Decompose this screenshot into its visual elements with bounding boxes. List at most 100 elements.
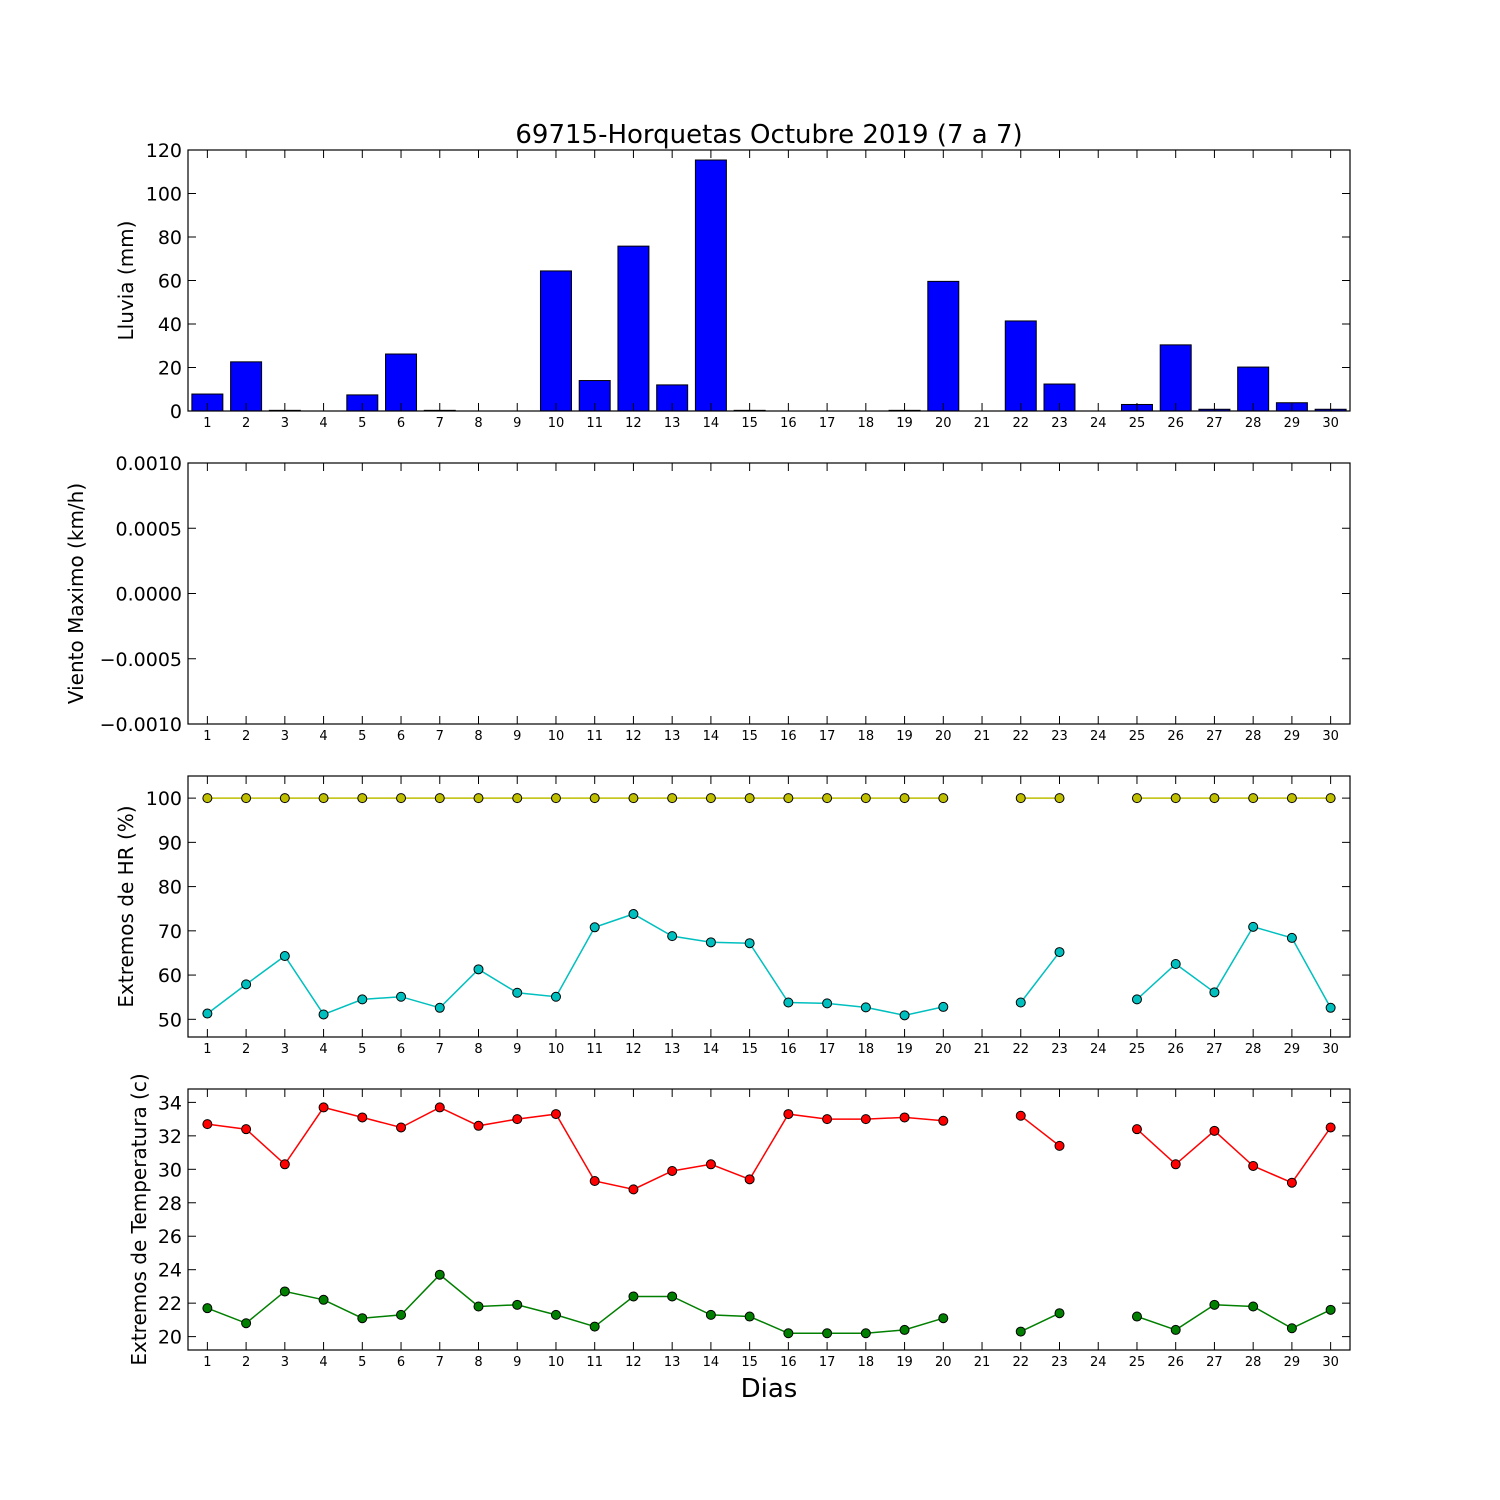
series-0-point: [202, 1119, 213, 1130]
x-tick-label: 16: [780, 1355, 797, 1370]
y-tick-label: 0.0005: [116, 518, 182, 540]
series-1-point: [1248, 1301, 1259, 1312]
series-1-point: [705, 937, 716, 948]
x-tick-label: 17: [819, 1042, 836, 1057]
bar: [385, 353, 418, 412]
series-1-point: [628, 1291, 639, 1302]
x-tick-label: 7: [436, 1355, 444, 1370]
x-tick-label: 1: [203, 729, 211, 744]
x-tick-label: 5: [358, 729, 366, 744]
series-0-point: [705, 793, 716, 804]
series-1-line: [207, 1273, 1331, 1335]
x-tick-label: 13: [664, 1355, 681, 1370]
x-tick-label: 3: [281, 729, 289, 744]
x-tick-label: 29: [1284, 1355, 1301, 1370]
x-tick-label: 11: [586, 1355, 603, 1370]
x-tick-label: 30: [1322, 416, 1339, 431]
x-tick-label: 5: [358, 1355, 366, 1370]
series-0-point: [899, 793, 910, 804]
x-tick-label: 3: [281, 1042, 289, 1057]
x-tick-label: 6: [397, 1355, 405, 1370]
axes-frame: [187, 462, 1351, 725]
series-0-point: [550, 1109, 561, 1120]
series-0-point: [318, 1102, 329, 1113]
x-tick-label: 21: [974, 729, 991, 744]
series-0-point: [783, 793, 794, 804]
x-tick-label: 2: [242, 729, 250, 744]
series-0-point: [822, 793, 833, 804]
x-tick-label: 18: [858, 1042, 875, 1057]
series-1-point: [860, 1328, 871, 1339]
x-tick-label: 22: [1012, 1355, 1029, 1370]
x-tick-label: 3: [281, 416, 289, 431]
series-0-point: [860, 1114, 871, 1125]
series-1-point: [396, 991, 407, 1002]
series-1-point: [1015, 1326, 1026, 1337]
series-1-point: [1248, 921, 1259, 932]
x-tick-label: 23: [1051, 1042, 1068, 1057]
series-1-point: [512, 1299, 523, 1310]
series-1-point: [899, 1324, 910, 1335]
series-1-point: [822, 998, 833, 1009]
x-tick-label: 28: [1245, 1355, 1262, 1370]
x-tick-label: 7: [436, 729, 444, 744]
x-tick-label: 17: [819, 729, 836, 744]
x-tick-label: 19: [896, 1042, 913, 1057]
x-tick-label: 1: [203, 1042, 211, 1057]
series-0-point: [1248, 1160, 1259, 1171]
x-tick-label: 20: [935, 1042, 952, 1057]
series-0-point: [860, 793, 871, 804]
axes-frame: [187, 1088, 1351, 1351]
x-tick-label: 6: [397, 416, 405, 431]
x-tick-label: 27: [1206, 1355, 1223, 1370]
series-0-point: [667, 793, 678, 804]
x-tick-label: 19: [896, 1355, 913, 1370]
x-tick-label: 23: [1051, 416, 1068, 431]
series-1-point: [550, 991, 561, 1002]
x-tick-label: 4: [319, 416, 327, 431]
series-0-point: [899, 1112, 910, 1123]
series-0-point: [357, 793, 368, 804]
y-tick-label: 22: [158, 1293, 182, 1315]
x-tick-label: 29: [1284, 1042, 1301, 1057]
y-tick-label: 80: [158, 227, 182, 249]
series-1-point: [434, 1269, 445, 1280]
x-tick-label: 22: [1012, 729, 1029, 744]
series-0-point: [628, 1184, 639, 1195]
x-tick-label: 15: [741, 416, 758, 431]
x-tick-label: 10: [548, 729, 565, 744]
x-tick-label: 21: [974, 1042, 991, 1057]
x-tick-label: 12: [625, 416, 642, 431]
x-tick-label: 18: [858, 1355, 875, 1370]
series-1-point: [938, 1001, 949, 1012]
series-0-point: [202, 793, 213, 804]
x-tick-label: 16: [780, 729, 797, 744]
y-tick-label: 120: [146, 140, 182, 162]
series-1-point: [279, 1286, 290, 1297]
x-tick-label: 17: [819, 416, 836, 431]
y-tick-label: 20: [158, 358, 182, 380]
y-tick-label: 90: [158, 832, 182, 854]
series-1-point: [396, 1309, 407, 1320]
x-tick-label: 25: [1129, 1355, 1146, 1370]
x-tick-label: 14: [703, 729, 720, 744]
x-tick-label: 24: [1090, 416, 1107, 431]
bar: [230, 361, 263, 412]
series-0-point: [1131, 793, 1142, 804]
x-tick-label: 28: [1245, 729, 1262, 744]
x-tick-label: 4: [319, 1042, 327, 1057]
series-0-point: [822, 1114, 833, 1125]
series-0-point: [744, 793, 755, 804]
x-tick-label: 30: [1322, 1355, 1339, 1370]
y-axis-label: Extremos de Temperatura (c): [127, 1073, 151, 1365]
x-tick-label: 22: [1012, 416, 1029, 431]
y-tick-label: −0.0010: [100, 714, 182, 736]
x-tick-label: 13: [664, 1042, 681, 1057]
bar: [1159, 344, 1192, 412]
series-0-point: [357, 1112, 368, 1123]
series-1-point: [1054, 1308, 1065, 1319]
x-tick-label: 20: [935, 1355, 952, 1370]
